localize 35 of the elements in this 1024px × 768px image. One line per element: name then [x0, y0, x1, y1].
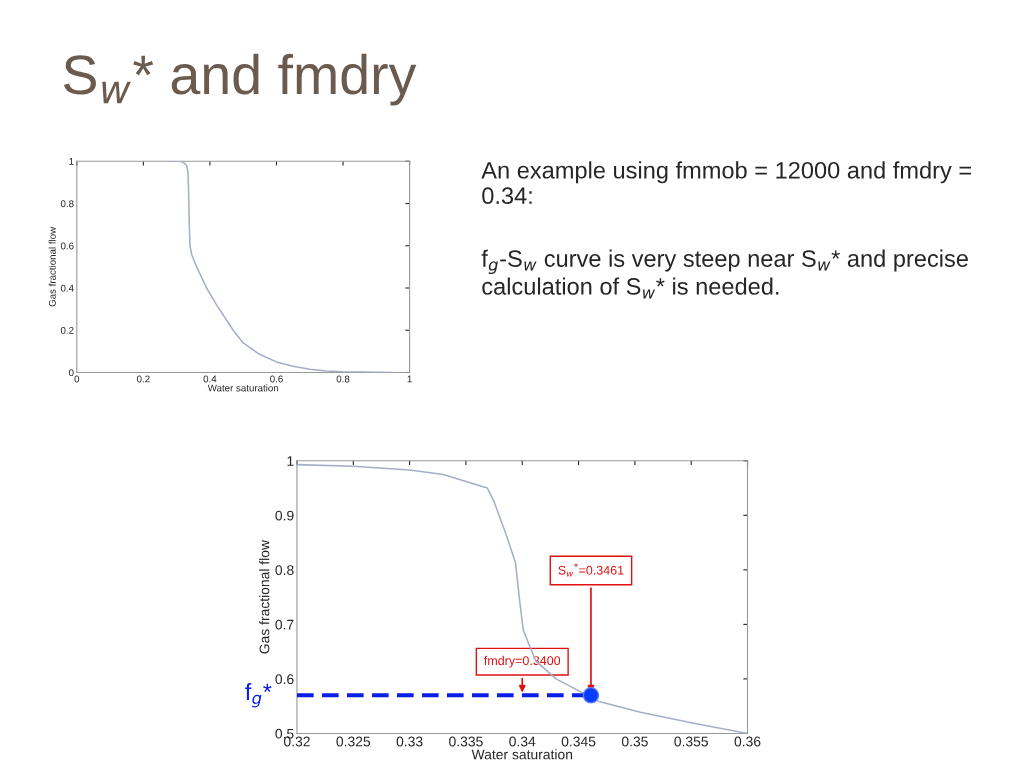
x-tick-label: 0.355 — [674, 736, 708, 747]
y-tick-label: 1 — [69, 158, 74, 165]
series-label: f$_{g}$* — [245, 682, 272, 708]
x-tick-label: 0.4 — [203, 375, 217, 383]
y-tick-label: 0 — [69, 369, 74, 377]
x-tick-label: 0.325 — [336, 736, 371, 747]
text: f$_{g}$-S$_{w}$ curve is very steep near S$_{w}$* and precise calculation of S$_{w}$* is needed. — [481, 249, 968, 299]
x-axis-title: Water saturation — [207, 384, 279, 392]
x-tick-label: 0.335 — [449, 736, 483, 747]
y-axis-title: Gas fractional flow — [48, 226, 56, 307]
y-tick-label: 0.7 — [275, 619, 294, 630]
x-tick-label: 0.35 — [621, 736, 648, 747]
y-tick-label: 0.2 — [60, 326, 74, 334]
y-tick-label: 0.4 — [60, 284, 74, 292]
y-tick-label: 0.8 — [275, 565, 294, 576]
text: S$_{w}$* and fmdry — [63, 53, 417, 106]
y-tick-label: 1 — [287, 456, 294, 466]
text: An example using fmmob = 12000 and fmdry = 0.34: — [481, 161, 971, 205]
y-tick-label: 0.6 — [275, 674, 294, 685]
x-tick-label: 0.36 — [734, 736, 761, 747]
y-tick-label: 0.9 — [275, 510, 294, 521]
x-tick-label: 0.8 — [336, 375, 350, 383]
x-tick-label: 0.6 — [270, 375, 283, 383]
x-tick-label: 0.345 — [561, 736, 596, 747]
x-tick-label: 0.34 — [509, 736, 536, 747]
y-axis-title: Gas fractional flow — [259, 539, 270, 654]
annotation: S$_{w}$$^{*}$=0.3461 — [558, 563, 624, 577]
x-tick-label: 0.33 — [396, 736, 423, 747]
annotation: fmdry=0.3400 — [484, 655, 561, 668]
x-tick-label: 1 — [407, 375, 412, 383]
x-axis-title: Water saturation — [471, 749, 573, 760]
x-tick-label: 0 — [74, 375, 80, 383]
x-tick-label: 0.2 — [136, 375, 150, 383]
y-tick-label: 0.8 — [60, 200, 74, 208]
y-tick-label: 0.6 — [60, 242, 74, 250]
